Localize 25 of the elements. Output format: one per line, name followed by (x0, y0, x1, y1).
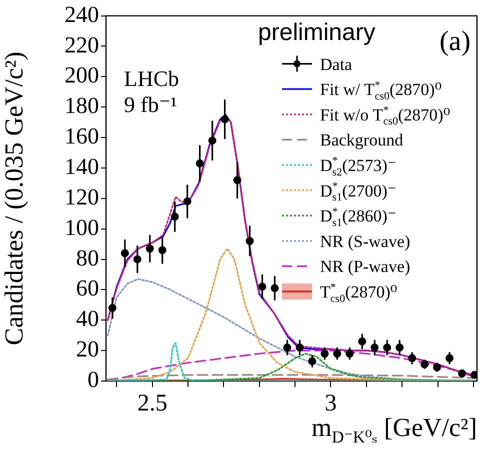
legend-label: NR (S-wave) (320, 232, 410, 251)
annotation: LHCb (124, 66, 179, 91)
y-tick-label: 80 (76, 245, 99, 270)
y-tick-label: 120 (64, 184, 99, 210)
y-tick-label: 180 (64, 93, 99, 118)
annotation: preliminary (258, 19, 376, 46)
x-tick-label: 2.5 (137, 390, 168, 417)
x-tick-label: 3 (324, 390, 337, 417)
y-tick-label: 20 (76, 336, 99, 362)
legend-label: NR (P-wave) (320, 257, 410, 276)
y-tick-label: 200 (64, 62, 99, 88)
y-tick-label: 0 (88, 367, 99, 392)
y-axis-title: Candidates / (0.035 GeV/c²) (0, 52, 28, 346)
y-tick-label: 220 (64, 32, 99, 58)
y-tick-label: 40 (76, 306, 99, 332)
annotation: 9 fb⁻¹ (124, 92, 178, 117)
legend-label: Background (320, 130, 404, 150)
annotation: (a) (439, 26, 471, 57)
line-series (106, 342, 474, 381)
y-tick-label: 100 (64, 214, 99, 240)
y-tick-label: 140 (64, 154, 99, 180)
legend-label: Data (320, 54, 353, 74)
y-tick-label: 160 (64, 124, 99, 149)
y-tick-label: 60 (76, 276, 99, 301)
y-tick-label: 240 (64, 2, 99, 27)
